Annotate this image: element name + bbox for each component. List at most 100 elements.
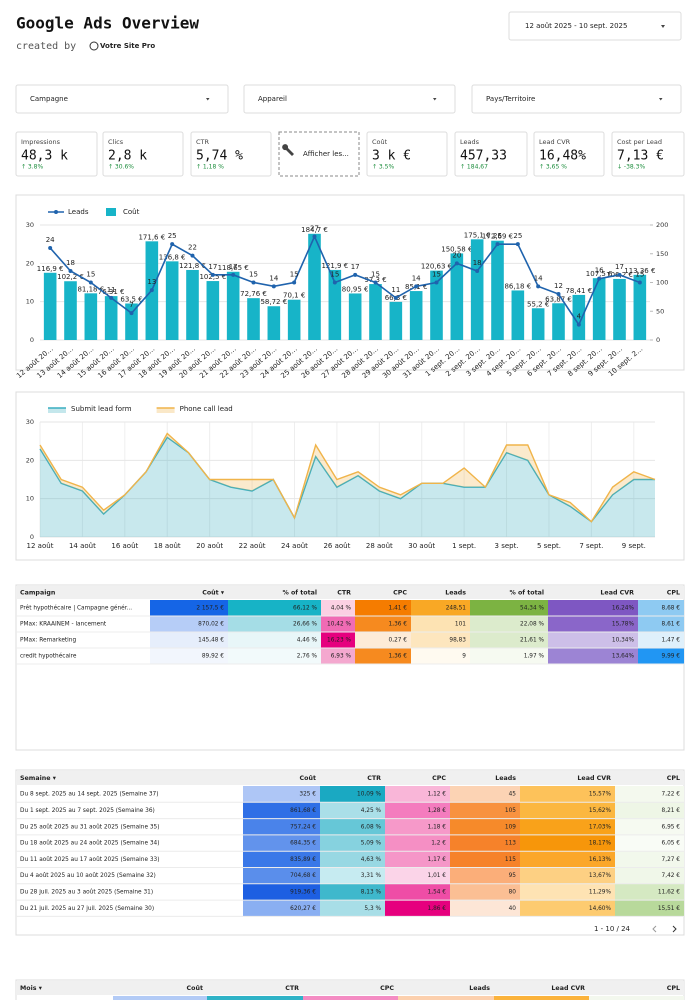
- x-tick-label: 5 sept.: [537, 542, 561, 550]
- column-header[interactable]: Leads: [445, 590, 466, 597]
- column-header[interactable]: Coût: [187, 984, 203, 992]
- table-cell: 1,86 €: [428, 906, 447, 912]
- table-cell: 1,18 €: [428, 824, 447, 830]
- bar-value-label: 171,6 €: [138, 233, 165, 241]
- column-header[interactable]: Semaine ▾: [20, 775, 57, 782]
- scorecard-label: Impressions: [21, 138, 61, 146]
- y-tick-label: 30: [26, 221, 34, 229]
- y2-tick-label: 50: [656, 307, 664, 315]
- table-cell: 11,29%: [589, 889, 612, 895]
- bar-value-label: 184,7 €: [301, 226, 328, 234]
- filter-dropdown[interactable]: [471, 84, 682, 114]
- column-header[interactable]: CPL: [667, 590, 680, 597]
- column-header[interactable]: Lead CVR: [551, 985, 585, 992]
- cell-background: [385, 802, 450, 819]
- cell-background: [638, 648, 684, 664]
- table-cell: 13,64%: [612, 654, 635, 660]
- table-cell: 95: [509, 873, 517, 879]
- x-tick-label: 1 sept.: [452, 542, 476, 550]
- chart-card: [15, 391, 685, 561]
- table-cell: 2,76 %: [297, 654, 318, 660]
- column-header[interactable]: Campaign: [20, 590, 55, 597]
- y-tick-label: 30: [26, 418, 34, 426]
- cell-background: [450, 786, 520, 803]
- cell-background: [450, 818, 520, 835]
- filter-dropdown[interactable]: [243, 84, 456, 114]
- column-header[interactable]: Coût: [300, 774, 316, 782]
- table-cell: 7,27 €: [662, 857, 681, 863]
- column-header[interactable]: CPL: [667, 775, 680, 782]
- scorecard-value: 16,48%: [539, 149, 586, 164]
- y2-tick-label: 100: [656, 279, 668, 287]
- line-value-label: 15: [432, 271, 441, 279]
- cell-background: [113, 996, 207, 1000]
- table-cell: 6,93 %: [331, 654, 352, 660]
- next-page[interactable]: [672, 925, 677, 933]
- column-header[interactable]: Lead CVR: [600, 590, 634, 597]
- cell-background: [320, 883, 385, 901]
- column-header[interactable]: Coût ▾: [202, 589, 225, 597]
- cell-background: [615, 818, 684, 835]
- table-cell: Prêt hypothécaire | Campagne génér...: [20, 605, 132, 612]
- cell-background: [548, 600, 638, 616]
- column-header[interactable]: CPL: [667, 985, 680, 992]
- bar: [430, 270, 443, 340]
- bar: [43, 272, 57, 340]
- table-cell: 1,41 €: [389, 606, 408, 612]
- cell-background: [520, 883, 615, 901]
- table-cell: 248,51: [446, 606, 467, 612]
- prev-page[interactable]: [652, 925, 657, 933]
- date-picker[interactable]: [508, 11, 682, 41]
- bar: [491, 240, 504, 340]
- line-marker: [190, 253, 195, 258]
- cell-background: [385, 834, 450, 852]
- line-marker: [109, 295, 114, 300]
- scorecard-label: Coût: [372, 138, 388, 146]
- line-value-label: 16: [595, 267, 604, 275]
- bar: [328, 269, 342, 340]
- cell-background: [615, 786, 684, 803]
- line-value-label: 15: [249, 271, 258, 279]
- column-header[interactable]: Lead CVR: [577, 775, 611, 782]
- scorecard-label: Lead CVR: [539, 138, 571, 146]
- table-cell: 7,42 €: [662, 873, 681, 879]
- cell-background: [228, 632, 321, 648]
- column-header[interactable]: Leads: [495, 775, 516, 782]
- column-header[interactable]: CTR: [285, 985, 299, 992]
- x-tick-label: 28 août: [366, 542, 393, 550]
- column-header[interactable]: CTR: [367, 775, 381, 782]
- table-cell: 1,12 €: [428, 792, 447, 798]
- button-label: Afficher les...: [303, 150, 349, 158]
- table-cell: 18,17%: [589, 841, 612, 847]
- column-header[interactable]: CPC: [432, 775, 446, 782]
- column-header[interactable]: Mois ▾: [20, 985, 43, 992]
- column-header[interactable]: CPC: [380, 985, 394, 992]
- table-cell: 10,34%: [612, 638, 635, 644]
- column-header[interactable]: Leads: [469, 985, 490, 992]
- table-cell: 5,3 %: [364, 906, 381, 912]
- line-value-label: 11: [391, 286, 400, 294]
- cell-background: [355, 648, 411, 664]
- table-cell: 15,51 €: [658, 906, 680, 912]
- line-value-label: 22: [188, 244, 197, 252]
- line: [49, 234, 641, 327]
- cell-background: [494, 996, 589, 1000]
- line-marker: [68, 269, 73, 273]
- table-cell: Du 25 août 2025 au 31 août 2025 (Semaine…: [20, 823, 160, 830]
- table-cell: 145,48 €: [198, 638, 224, 644]
- bar-value-label: 172,69 €: [482, 233, 513, 241]
- x-tick-label: 12 août: [27, 542, 54, 550]
- column-header[interactable]: CPC: [393, 590, 407, 597]
- column-header[interactable]: % of total: [509, 590, 544, 597]
- table-cell: 1,17 €: [428, 857, 447, 863]
- bar-value-label: 70,1 €: [283, 292, 305, 300]
- column-header[interactable]: CTR: [337, 590, 351, 597]
- column-header[interactable]: % of total: [282, 590, 317, 597]
- table-cell: 17,03%: [589, 824, 612, 830]
- filter-dropdown[interactable]: [15, 84, 229, 114]
- bar: [206, 281, 220, 340]
- scorecard: [190, 131, 272, 177]
- table-cell: 15,78%: [612, 622, 635, 628]
- cell-background: [615, 851, 684, 868]
- cell-background: [411, 648, 470, 664]
